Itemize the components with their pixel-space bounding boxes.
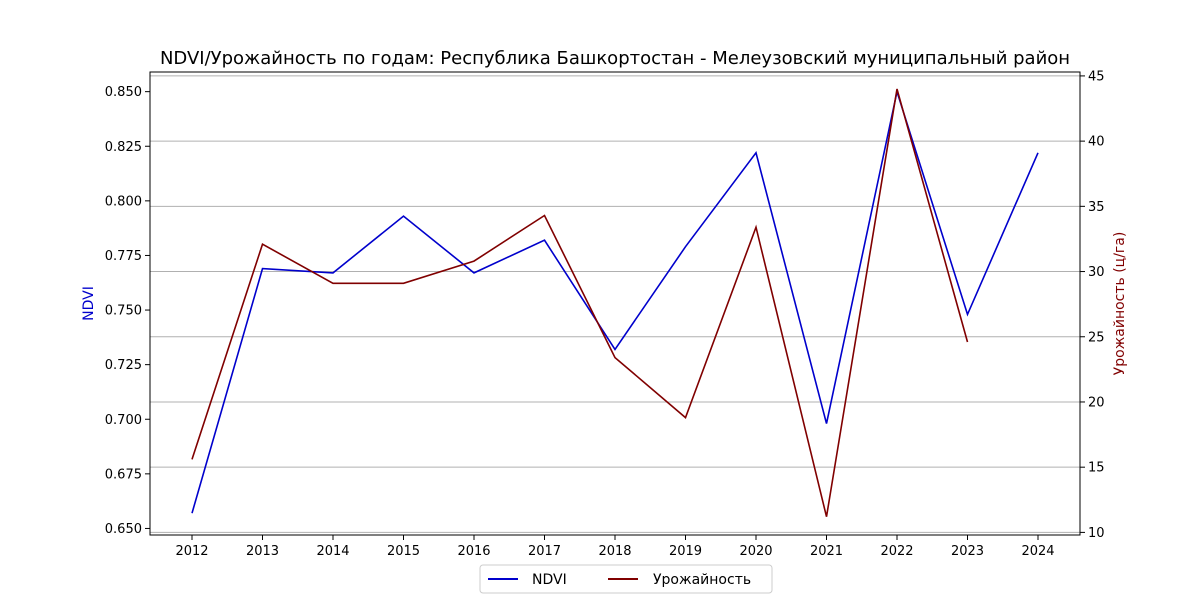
x-tick-label: 2015 [387,544,420,559]
x-tick-label: 2014 [316,544,349,559]
x-tick-label: 2013 [246,544,279,559]
x-tick-label: 2022 [880,544,913,559]
right-axis: 10 15 20 25 30 35 40 45 [1080,69,1105,541]
plot-frame [149,71,1081,536]
left-tick-label: 0.825 [105,140,142,155]
left-tick-label: 0.675 [105,467,142,482]
left-tick-label: 0.775 [105,249,142,264]
right-tick-label: 20 [1088,395,1105,410]
series-group [191,88,1039,517]
x-tick-label: 2016 [457,544,490,559]
right-tick-label: 35 [1088,200,1105,215]
right-tick-label: 10 [1088,526,1105,541]
right-tick-label: 30 [1088,265,1105,280]
x-tick-label: 2012 [175,544,208,559]
legend: NDVI Урожайность [479,564,773,594]
right-tick-label: 45 [1088,69,1105,84]
left-tick-label: 0.700 [105,413,142,428]
chart-title: NDVI/Урожайность по годам: Республика Ба… [160,48,1070,69]
grid [150,75,1080,533]
series-line-ndvi [191,88,1039,514]
left-tick-label: 0.650 [105,522,142,537]
legend-label-ndvi: NDVI [532,572,567,588]
series-line-yield [191,88,969,517]
x-tick-label: 2017 [528,544,561,559]
left-tick-label: 0.725 [105,358,142,373]
x-tick-label: 2020 [739,544,772,559]
x-tick-label: 2021 [810,544,843,559]
x-tick-label: 2024 [1021,544,1054,559]
left-tick-label: 0.850 [105,85,142,100]
x-tick-label: 2019 [669,544,702,559]
right-tick-label: 15 [1088,461,1105,476]
x-axis: 2012 2013 2014 2015 2016 2017 2018 2019 2020 2021… [175,535,1055,559]
left-axis: 0.650 0.675 0.700 0.725 0.750 0.775 0.800 0.825… [105,85,150,537]
legend-label-yield: Урожайность [653,572,751,588]
x-tick-label: 2018 [598,544,631,559]
right-tick-label: 40 [1088,135,1105,150]
left-axis-label: NDVI [81,286,97,321]
right-tick-label: 25 [1088,330,1105,345]
left-tick-label: 0.750 [105,304,142,319]
left-tick-label: 0.800 [105,194,142,209]
x-tick-label: 2023 [951,544,984,559]
right-axis-label: Урожайность (ц/га) [1112,232,1128,376]
